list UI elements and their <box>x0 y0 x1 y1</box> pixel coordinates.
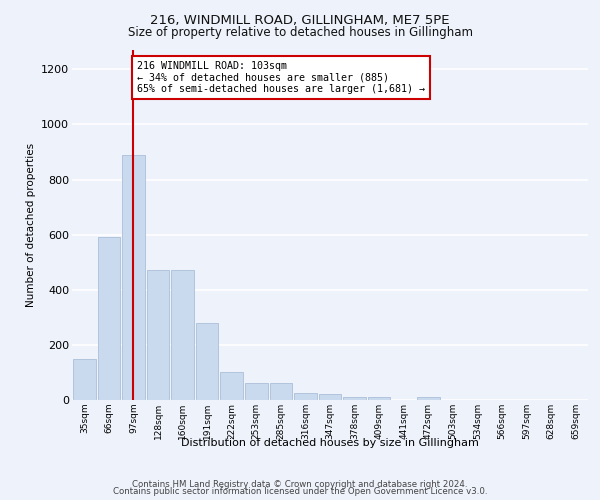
Text: Contains public sector information licensed under the Open Government Licence v3: Contains public sector information licen… <box>113 487 487 496</box>
Bar <box>368 397 391 400</box>
Bar <box>269 384 292 400</box>
Bar <box>146 270 169 400</box>
Bar <box>417 397 440 400</box>
Bar <box>98 238 120 400</box>
Bar <box>220 372 243 400</box>
Bar <box>245 384 268 400</box>
Bar <box>319 394 341 400</box>
Text: 216, WINDMILL ROAD, GILLINGHAM, ME7 5PE: 216, WINDMILL ROAD, GILLINGHAM, ME7 5PE <box>150 14 450 27</box>
Bar <box>196 323 218 400</box>
Text: Size of property relative to detached houses in Gillingham: Size of property relative to detached ho… <box>128 26 473 39</box>
Bar <box>73 358 95 400</box>
Bar <box>171 270 194 400</box>
Bar <box>122 154 145 400</box>
Y-axis label: Number of detached properties: Number of detached properties <box>26 143 35 307</box>
Bar <box>294 393 317 400</box>
Text: 216 WINDMILL ROAD: 103sqm
← 34% of detached houses are smaller (885)
65% of semi: 216 WINDMILL ROAD: 103sqm ← 34% of detac… <box>137 61 425 94</box>
Bar <box>343 397 366 400</box>
Text: Contains HM Land Registry data © Crown copyright and database right 2024.: Contains HM Land Registry data © Crown c… <box>132 480 468 489</box>
Text: Distribution of detached houses by size in Gillingham: Distribution of detached houses by size … <box>181 438 479 448</box>
